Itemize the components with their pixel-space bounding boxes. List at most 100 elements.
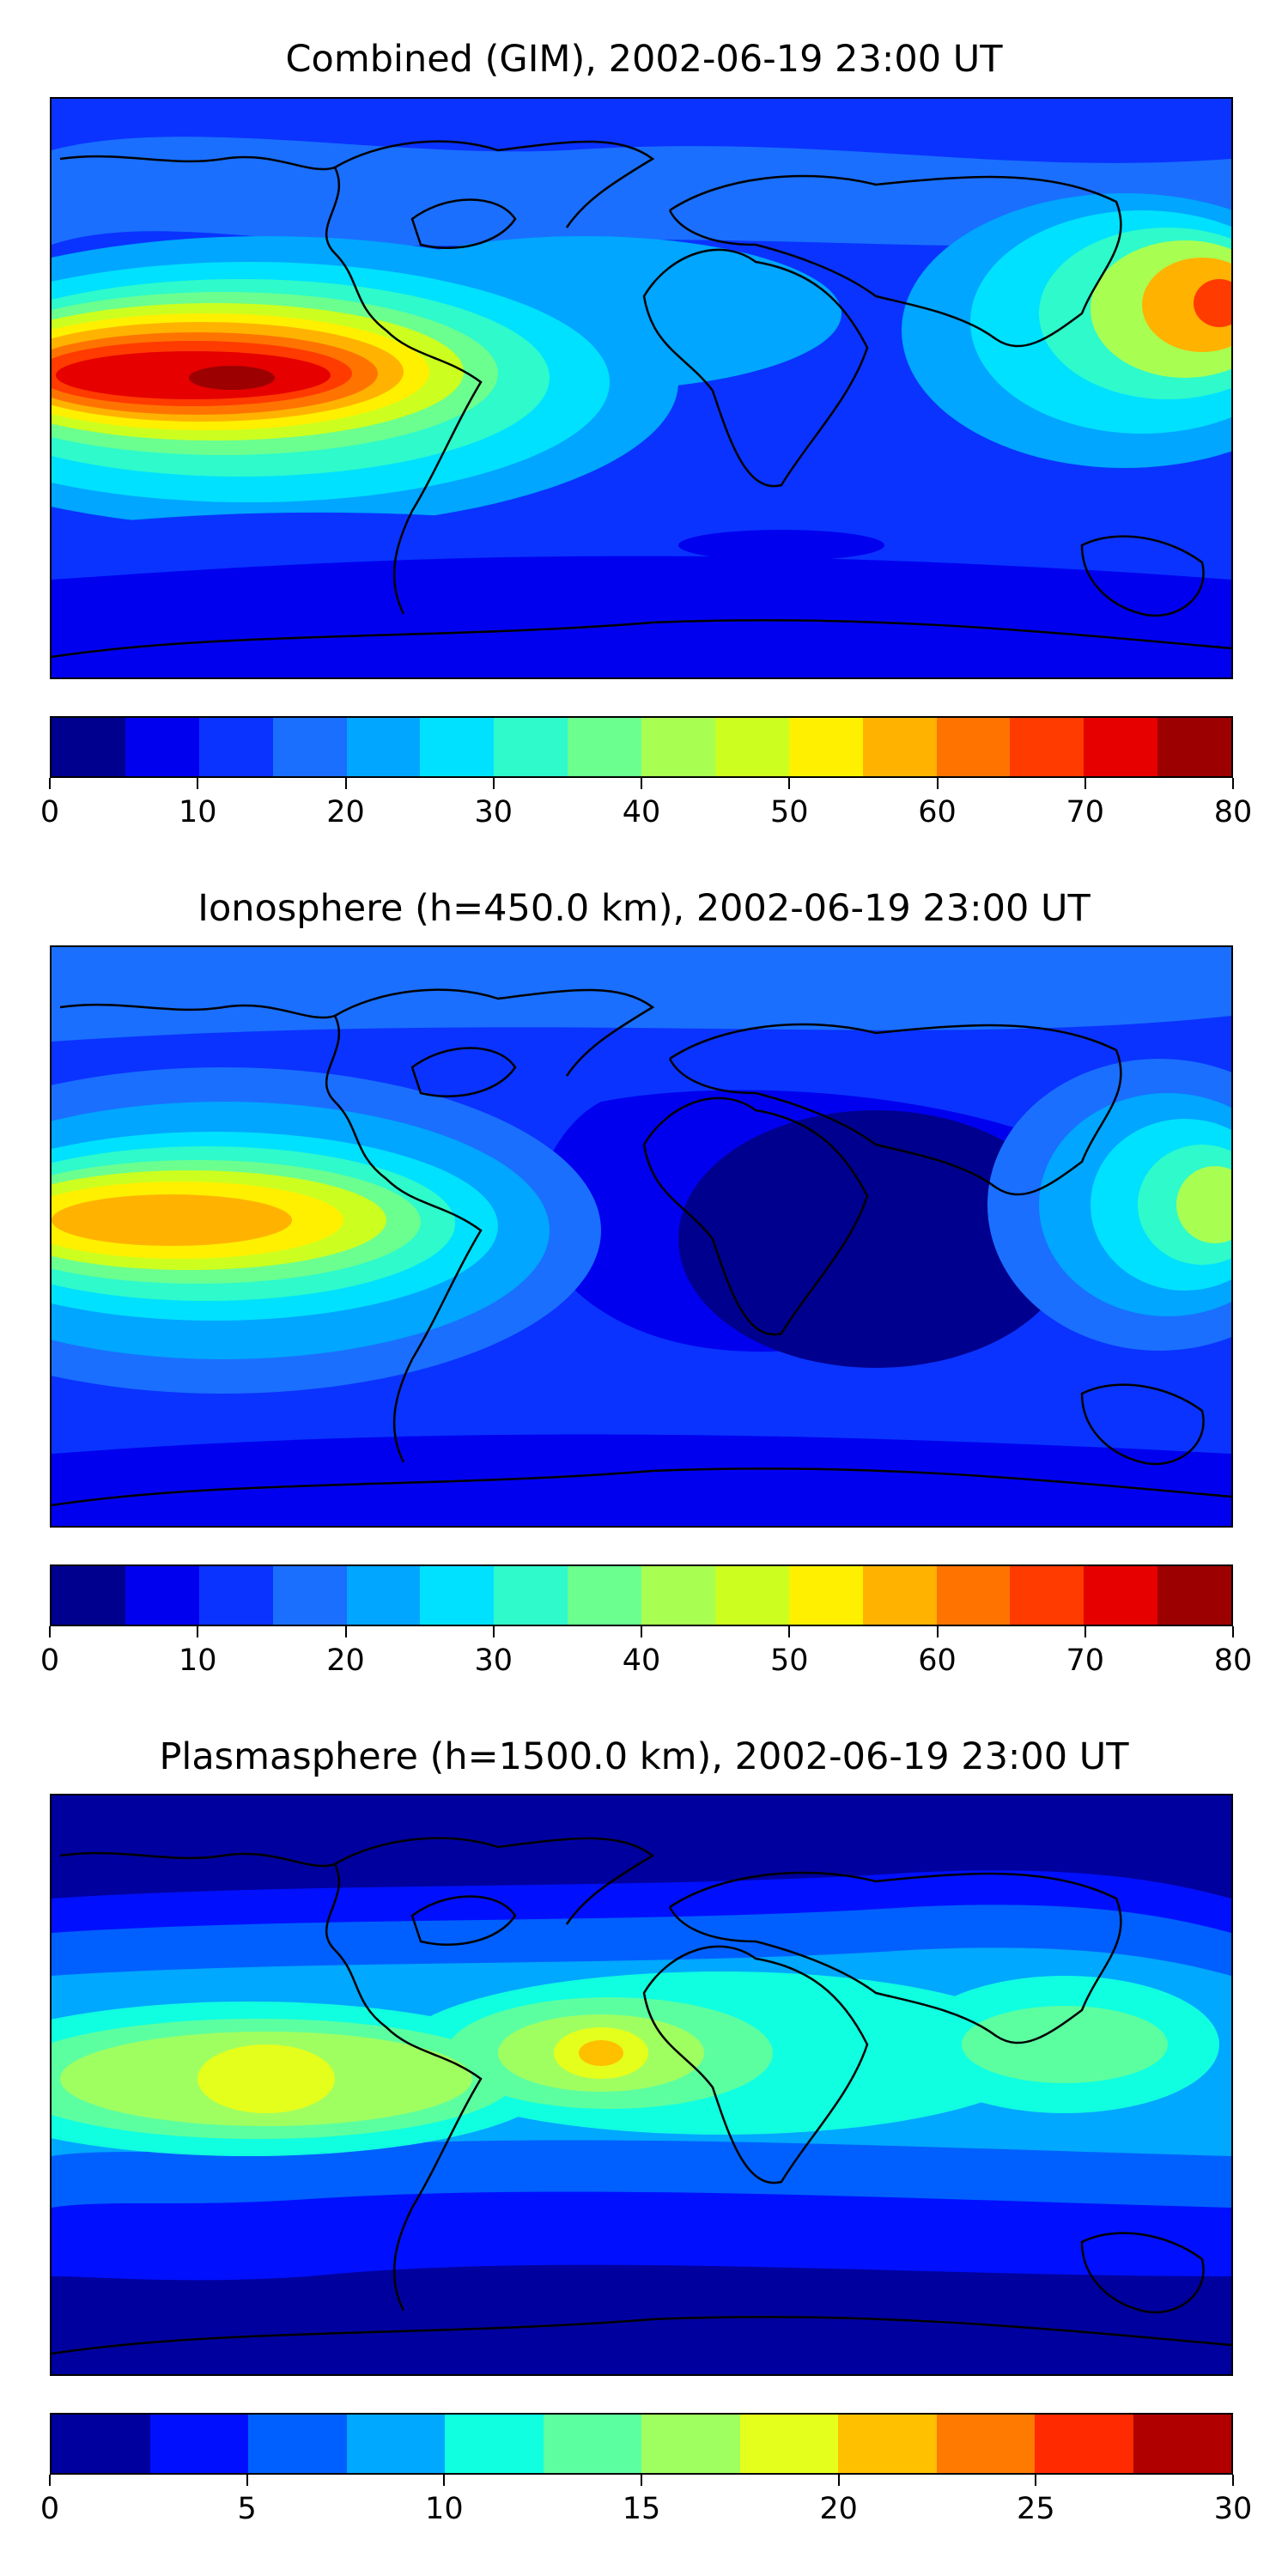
map-title: Combined (GIM), 2002-06-19 23:00 UT xyxy=(285,38,1003,81)
colorbar-tick-label: 40 xyxy=(622,795,661,829)
colorbar-tick-label: 60 xyxy=(918,795,957,829)
colorbar-segment xyxy=(346,2415,445,2473)
colorbar-tick xyxy=(197,1626,199,1637)
colorbar xyxy=(50,716,1233,778)
colorbar-tick xyxy=(344,1626,347,1637)
colorbar xyxy=(50,2413,1233,2475)
colorbar-segment xyxy=(788,1566,863,1625)
colorbar-tick-label: 60 xyxy=(918,1643,957,1678)
map-title: Ionosphere (h=450.0 km), 2002-06-19 23:0… xyxy=(197,887,1091,930)
colorbar-segment xyxy=(125,1566,199,1625)
colorbar-segment xyxy=(568,718,641,776)
colorbar-segment xyxy=(346,1566,421,1625)
colorbar-tick-label: 0 xyxy=(39,2492,60,2526)
colorbar-segment xyxy=(420,1566,495,1625)
colorbar-segment xyxy=(788,718,863,776)
colorbar-tick-label: 10 xyxy=(178,1643,217,1678)
tec-map xyxy=(50,1794,1233,2376)
colorbar-segment xyxy=(739,2415,838,2473)
colorbar-segment xyxy=(494,1566,568,1625)
colorbar-tick-label: 10 xyxy=(425,2492,464,2526)
colorbar-segment xyxy=(52,2415,150,2473)
colorbar-tick xyxy=(1035,2475,1037,2486)
colorbar-tick xyxy=(49,1626,51,1637)
colorbar-tick xyxy=(443,2475,446,2486)
colorbar-tick-label: 30 xyxy=(474,795,513,829)
colorbar-tick xyxy=(1232,1626,1234,1637)
colorbar-tick xyxy=(492,1626,495,1637)
colorbar-segment xyxy=(1157,1566,1231,1625)
colorbar-tick-label: 25 xyxy=(1017,2492,1055,2526)
colorbar-tick xyxy=(246,2475,248,2486)
colorbar-tick-label: 70 xyxy=(1066,1643,1105,1678)
colorbar-tick-label: 80 xyxy=(1213,1643,1253,1678)
colorbar-tick-label: 30 xyxy=(474,1643,513,1678)
colorbar-segment xyxy=(1157,718,1231,776)
colorbar-tick-label: 5 xyxy=(237,2492,257,2526)
tec-map-canvas xyxy=(52,947,1231,1526)
colorbar-segment xyxy=(936,1566,1011,1625)
colorbar-tick-label: 30 xyxy=(1213,2492,1253,2526)
colorbar-segment xyxy=(641,2415,740,2473)
colorbar-ticks: 0 5 10 15 20 25 30 xyxy=(40,2475,1252,2526)
colorbar-segment xyxy=(1010,718,1084,776)
colorbar-tick-label: 15 xyxy=(622,2492,661,2526)
colorbar-segment xyxy=(936,2415,1035,2473)
colorbar-tick xyxy=(936,1626,939,1637)
colorbar-tick-label: 70 xyxy=(1066,795,1105,829)
colorbar-segment xyxy=(149,2415,248,2473)
colorbar-tick xyxy=(1232,778,1234,789)
tec-map xyxy=(50,945,1233,1528)
colorbar-segment xyxy=(641,1566,715,1625)
colorbar-tick-label: 40 xyxy=(622,1643,661,1678)
colorbar-segment xyxy=(1084,718,1158,776)
colorbar-segment xyxy=(52,718,125,776)
colorbar-segment xyxy=(862,1566,937,1625)
colorbar-tick xyxy=(492,778,495,789)
colorbar-tick xyxy=(1084,778,1086,789)
colorbar-tick xyxy=(49,2475,51,2486)
colorbar-segment xyxy=(346,718,421,776)
colorbar-segment xyxy=(838,2415,937,2473)
colorbar-segment xyxy=(445,2415,544,2473)
colorbar-tick-label: 80 xyxy=(1213,795,1253,829)
colorbar-segment xyxy=(125,718,199,776)
tec-map-canvas xyxy=(52,99,1231,677)
colorbar-tick xyxy=(1084,1626,1086,1637)
colorbar-tick xyxy=(788,778,791,789)
colorbar-segment xyxy=(420,718,495,776)
colorbar-segment xyxy=(272,1566,347,1625)
colorbar-ticks: 0 10 20 30 40 50 60 70 80 xyxy=(40,1626,1252,1678)
map-title: Plasmasphere (h=1500.0 km), 2002-06-19 2… xyxy=(159,1735,1129,1778)
tec-map-canvas xyxy=(52,1795,1231,2374)
colorbar-tick xyxy=(1232,2475,1234,2486)
colorbar-segment xyxy=(1133,2415,1231,2473)
colorbar-segment xyxy=(248,2415,347,2473)
colorbar-segment xyxy=(862,718,937,776)
colorbar-tick-label: 50 xyxy=(769,1643,809,1678)
colorbar-tick-label: 20 xyxy=(819,2492,858,2526)
colorbar-segment xyxy=(641,718,715,776)
colorbar-tick xyxy=(49,778,51,789)
colorbar-segment xyxy=(1084,1566,1158,1625)
colorbar-tick xyxy=(344,778,347,789)
colorbar-segment xyxy=(52,1566,125,1625)
colorbar-segment xyxy=(494,718,568,776)
colorbar xyxy=(50,1564,1233,1626)
colorbar-tick-label: 10 xyxy=(178,795,217,829)
colorbar-tick-label: 0 xyxy=(39,795,60,829)
colorbar-tick xyxy=(837,2475,840,2486)
colorbar-segment xyxy=(568,1566,641,1625)
colorbar-tick-label: 50 xyxy=(769,795,809,829)
colorbar-segment xyxy=(1035,2415,1133,2473)
colorbar-segment xyxy=(936,718,1011,776)
colorbar-tick-label: 20 xyxy=(326,795,365,829)
colorbar-tick-label: 0 xyxy=(39,1643,60,1678)
colorbar-ticks: 0 10 20 30 40 50 60 70 80 xyxy=(40,778,1252,829)
colorbar-tick xyxy=(936,778,939,789)
colorbar-tick xyxy=(788,1626,791,1637)
colorbar-segment xyxy=(198,718,273,776)
colorbar-tick-label: 20 xyxy=(326,1643,365,1678)
colorbar-segment xyxy=(543,2415,641,2473)
colorbar-tick xyxy=(197,778,199,789)
